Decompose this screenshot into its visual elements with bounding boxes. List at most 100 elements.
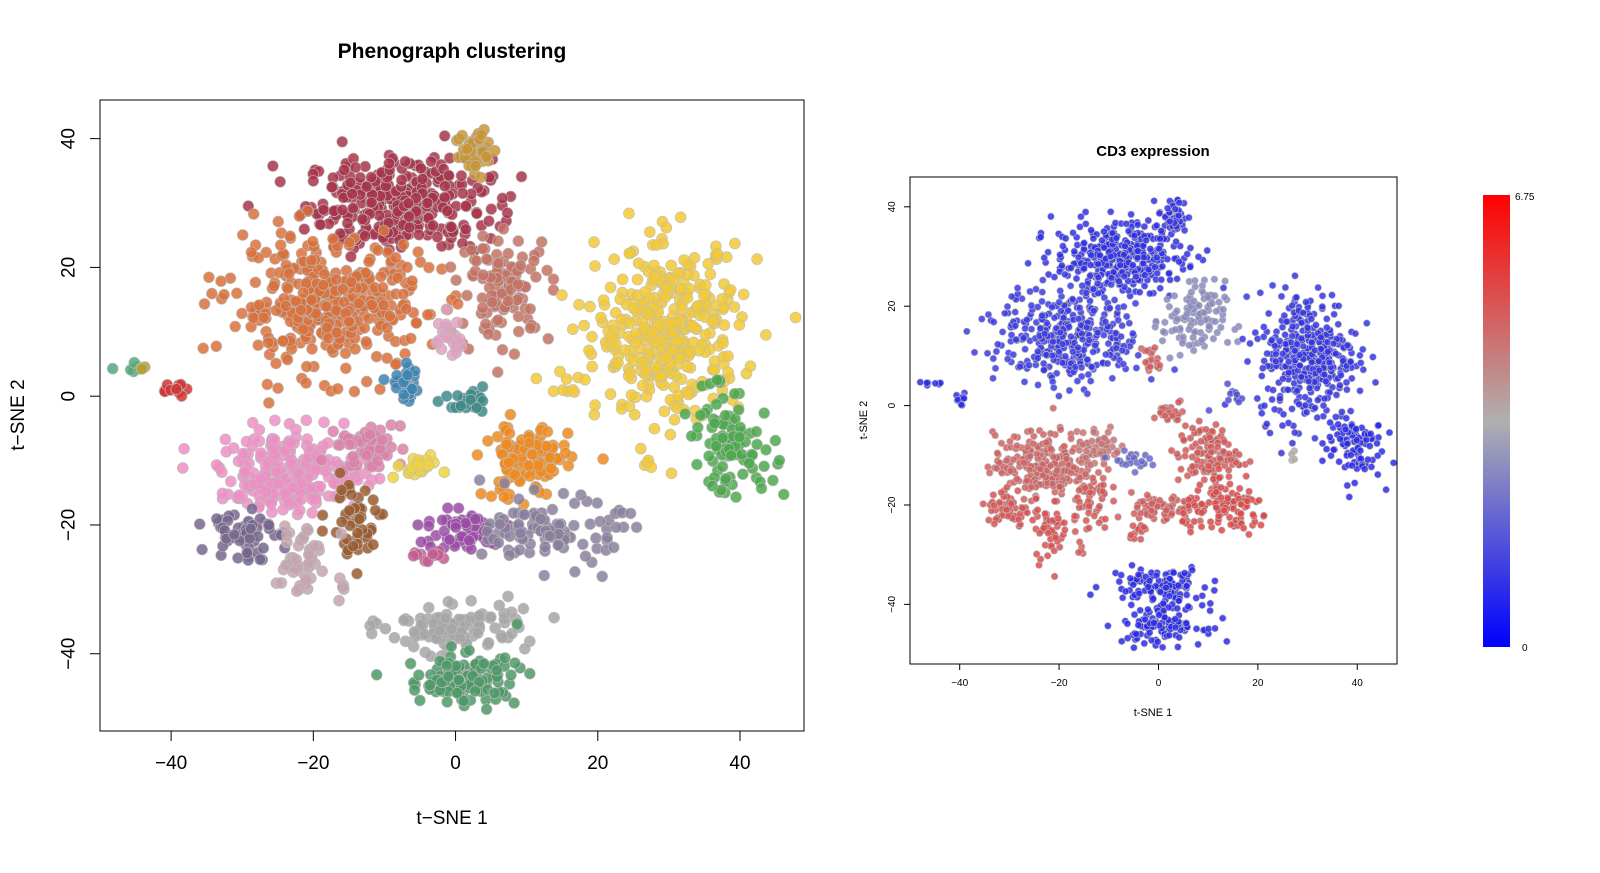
data-point: [491, 366, 504, 379]
data-point: [1038, 312, 1046, 320]
data-point: [1150, 197, 1158, 205]
data-point: [674, 282, 687, 295]
data-point: [215, 275, 227, 288]
data-point: [401, 369, 414, 381]
data-point: [1163, 255, 1172, 263]
data-point: [297, 286, 310, 299]
left-points-layer: [106, 123, 802, 716]
data-point: [295, 304, 307, 317]
data-point: [394, 420, 407, 432]
data-point: [1191, 277, 1199, 285]
data-point: [451, 298, 464, 310]
data-point: [1195, 417, 1203, 425]
data-point: [1071, 527, 1080, 536]
data-point: [316, 509, 329, 522]
data-point: [646, 326, 658, 339]
data-point: [300, 377, 312, 389]
data-point: [706, 480, 719, 492]
data-point: [1025, 361, 1033, 369]
data-point: [751, 253, 763, 265]
data-point: [1153, 638, 1162, 646]
data-point: [1032, 550, 1041, 558]
data-point: [513, 544, 526, 556]
x-tick-label: −20: [1051, 678, 1068, 689]
data-point: [270, 357, 282, 370]
data-point: [1055, 392, 1063, 400]
data-point: [1002, 506, 1011, 514]
data-point: [347, 540, 359, 553]
data-point: [990, 318, 998, 326]
data-point: [1003, 483, 1011, 491]
data-point: [412, 458, 425, 471]
data-point: [1200, 309, 1209, 317]
data-point: [1211, 317, 1220, 326]
data-point: [401, 261, 413, 274]
data-point: [556, 289, 568, 301]
data-point: [528, 483, 541, 496]
data-point: [1087, 363, 1096, 371]
data-point: [245, 246, 258, 259]
data-point: [1171, 623, 1180, 632]
data-point: [586, 360, 598, 373]
data-point: [1079, 440, 1087, 448]
data-point: [608, 253, 621, 266]
data-point: [729, 237, 741, 250]
data-point: [1061, 526, 1069, 534]
data-point: [541, 264, 553, 277]
data-point: [285, 437, 297, 449]
data-point: [412, 669, 425, 681]
data-point: [1061, 270, 1069, 279]
data-point: [1197, 509, 1206, 517]
data-point: [274, 176, 287, 188]
data-point: [1245, 487, 1253, 496]
data-point: [1288, 405, 1296, 413]
data-point: [578, 319, 590, 332]
data-point: [454, 333, 466, 345]
data-point: [1318, 303, 1327, 311]
data-point: [1204, 625, 1213, 633]
x-tick-label: 20: [1252, 678, 1264, 689]
data-point: [601, 531, 613, 544]
data-point: [1046, 429, 1055, 438]
data-point: [1157, 276, 1166, 284]
data-point: [206, 287, 218, 300]
data-point: [989, 354, 997, 363]
data-point: [725, 449, 738, 462]
data-point: [681, 360, 694, 373]
data-point: [473, 610, 486, 622]
data-point: [353, 297, 365, 310]
data-point: [1011, 322, 1019, 330]
data-point: [377, 224, 390, 237]
data-point: [414, 162, 427, 175]
data-point: [1319, 412, 1328, 420]
data-point: [298, 223, 311, 235]
data-point: [421, 197, 434, 209]
data-point: [1182, 591, 1191, 599]
data-point: [1224, 494, 1232, 502]
data-point: [1272, 350, 1280, 358]
data-point: [737, 288, 750, 301]
data-point: [636, 379, 649, 392]
data-point: [1251, 328, 1260, 337]
data-point: [326, 181, 338, 193]
data-point: [960, 394, 968, 403]
data-point: [404, 657, 417, 670]
data-point: [1098, 236, 1106, 245]
data-point: [1039, 276, 1047, 284]
data-point: [548, 611, 560, 624]
data-point: [1146, 245, 1155, 253]
data-point: [604, 281, 617, 294]
data-point: [1249, 510, 1257, 519]
data-point: [622, 370, 635, 382]
data-point: [362, 312, 375, 325]
data-point: [1012, 335, 1020, 344]
data-point: [287, 566, 300, 579]
x-tick-label: 0: [1156, 678, 1162, 689]
data-point: [247, 208, 260, 220]
data-point: [744, 360, 757, 373]
data-point: [1151, 263, 1159, 271]
data-point: [1134, 351, 1142, 359]
data-point: [426, 548, 439, 560]
data-point: [1263, 349, 1271, 358]
